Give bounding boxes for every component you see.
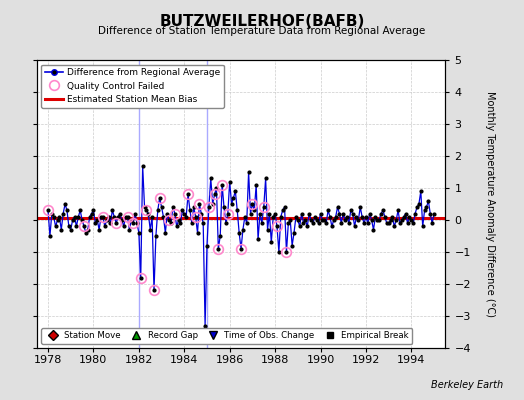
Text: BUTZWEILERHOF(BAFB): BUTZWEILERHOF(BAFB): [159, 14, 365, 29]
Y-axis label: Monthly Temperature Anomaly Difference (°C): Monthly Temperature Anomaly Difference (…: [485, 91, 495, 317]
Text: Difference of Station Temperature Data from Regional Average: Difference of Station Temperature Data f…: [99, 26, 425, 36]
Text: Berkeley Earth: Berkeley Earth: [431, 380, 503, 390]
Legend: Station Move, Record Gap, Time of Obs. Change, Empirical Break: Station Move, Record Gap, Time of Obs. C…: [41, 328, 412, 344]
